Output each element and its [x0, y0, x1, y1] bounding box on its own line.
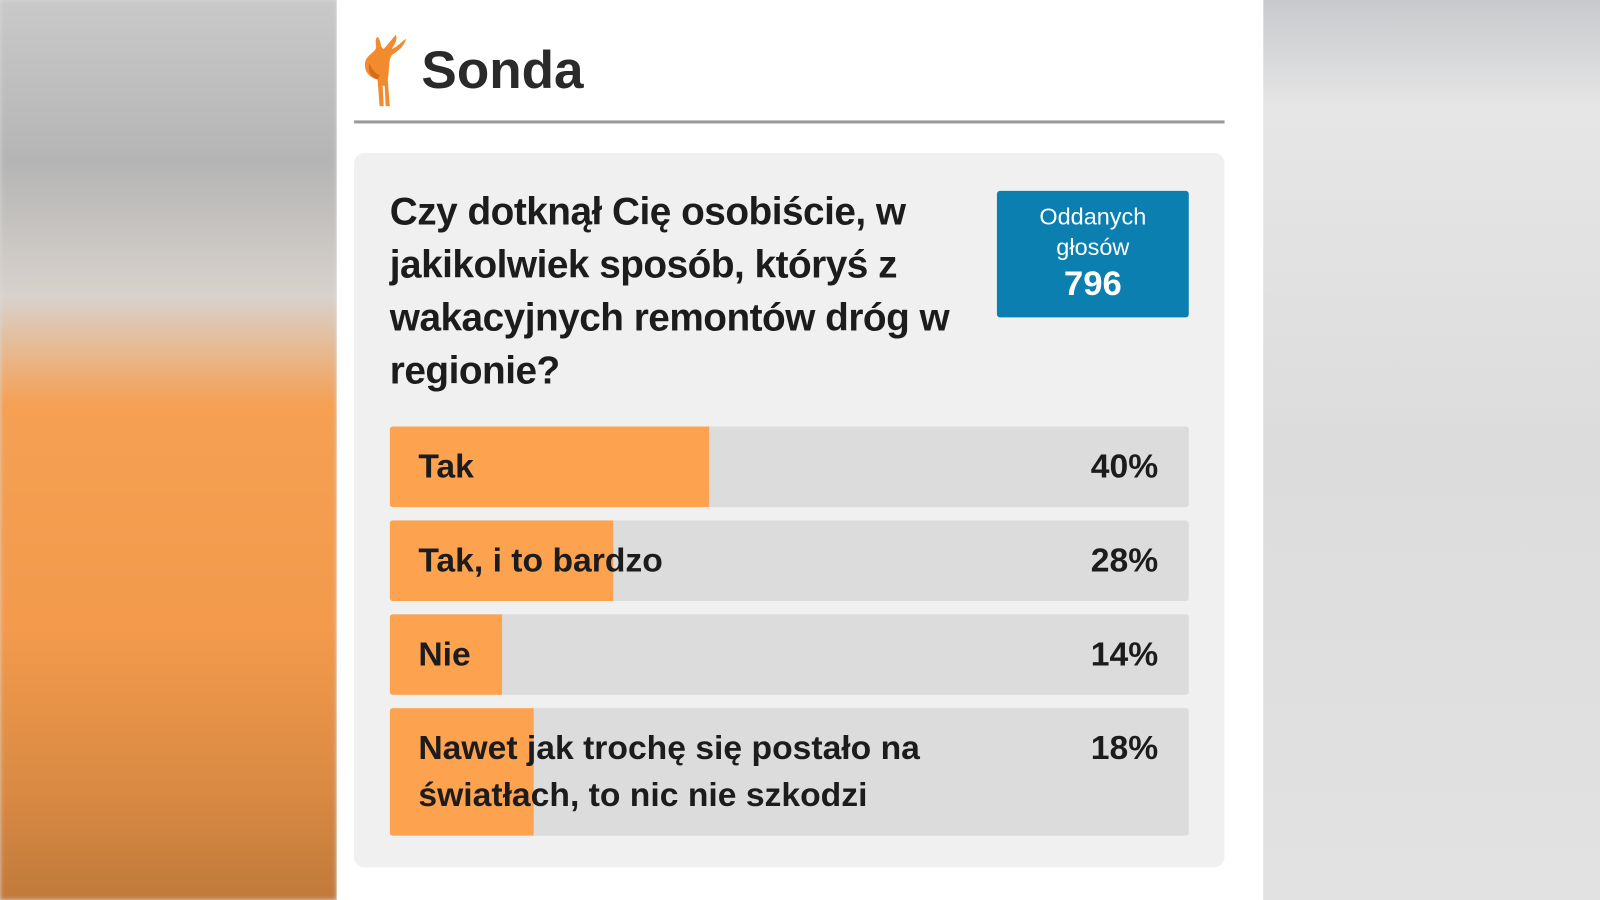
option-row[interactable]: Nawet jak trochę się postało na światłac…	[389, 708, 1189, 836]
background-right	[1263, 0, 1600, 900]
option-percent: 40%	[1090, 446, 1159, 485]
option-bar	[389, 520, 614, 602]
option-percent: 14%	[1090, 634, 1159, 673]
header-title: Sonda	[421, 40, 584, 100]
option-percent: 28%	[1090, 540, 1159, 579]
option-label: Nawet jak trochę się postało na światłac…	[418, 728, 920, 814]
option-bar	[389, 614, 502, 695]
logo	[364, 34, 407, 107]
poll-question: Czy dotknął Cię osobiście, w jakikolwiek…	[389, 190, 950, 393]
option-label: Nie	[418, 634, 471, 673]
votes-box: Oddanych głosów 796	[996, 190, 1189, 318]
option-label: Tak	[418, 446, 474, 485]
option-percent: 18%	[1090, 728, 1159, 767]
option-bar	[389, 708, 534, 836]
option-bar	[389, 426, 710, 508]
background-left	[0, 0, 337, 900]
votes-count: 796	[1063, 264, 1122, 304]
option-label: Tak, i to bardzo	[418, 540, 663, 579]
votes-label: Oddanych głosów	[1039, 203, 1147, 261]
poll-options: Tak 40% Tak, i to bardzo 28% Nie 14% Nawet jak…	[389, 426, 1189, 836]
divider	[354, 120, 1225, 124]
option-row[interactable]: Tak 40%	[389, 426, 1189, 508]
option-row[interactable]: Nie 14%	[389, 614, 1189, 695]
option-row[interactable]: Tak, i to bardzo 28%	[389, 520, 1189, 602]
